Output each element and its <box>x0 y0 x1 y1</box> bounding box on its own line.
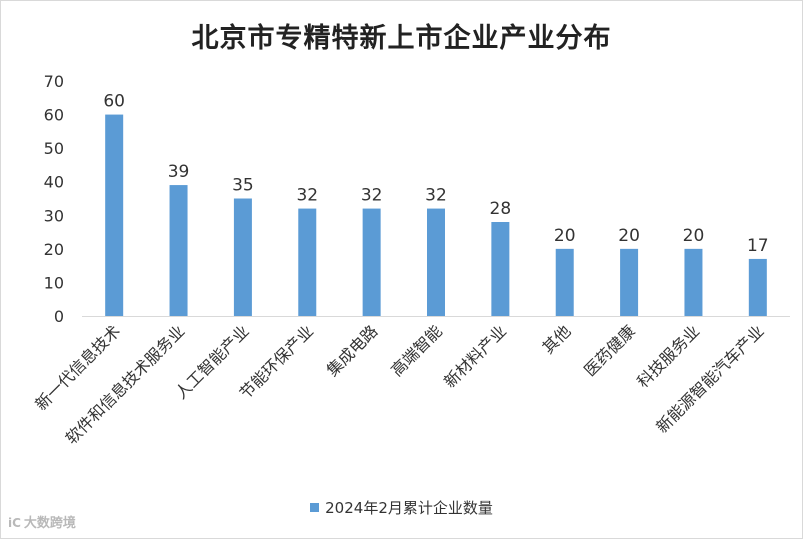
legend-swatch <box>310 503 320 512</box>
y-tick-label: 0 <box>54 307 64 326</box>
watermark-text: 大数跨境 <box>23 516 76 531</box>
data-label: 39 <box>168 162 190 182</box>
bar <box>169 185 188 316</box>
data-label: 20 <box>683 226 705 246</box>
y-tick-label: 20 <box>44 240 64 259</box>
bar <box>233 198 252 316</box>
watermark: iC 大数跨境 <box>8 512 76 531</box>
y-tick-label: 60 <box>44 106 64 125</box>
x-tick-label: 高端智能 <box>387 321 446 380</box>
data-label: 28 <box>490 199 512 219</box>
data-label: 60 <box>103 92 125 112</box>
x-tick-label: 其他 <box>538 321 574 357</box>
bars-group: 60 39 35 32 32 32 28 20 20 20 17 <box>103 92 769 316</box>
bar <box>555 248 574 316</box>
bar <box>105 114 124 316</box>
x-tick-label: 医药健康 <box>580 321 639 380</box>
watermark-logo-icon: iC <box>8 516 21 530</box>
x-tick-label: 软件和信息技术服务业 <box>62 321 189 448</box>
bar <box>620 248 639 316</box>
bar <box>427 208 445 316</box>
y-tick-label: 50 <box>44 139 64 158</box>
data-label: 32 <box>296 186 318 206</box>
data-label: 32 <box>425 186 447 206</box>
legend-label: 2024年2月累计企业数量 <box>325 499 493 517</box>
y-tick-label: 30 <box>44 206 64 225</box>
bar <box>748 258 767 316</box>
bar <box>684 248 703 316</box>
data-label: 20 <box>618 226 640 246</box>
bar <box>298 208 317 316</box>
bar <box>362 208 381 316</box>
data-label: 17 <box>747 236 769 256</box>
x-tick-label: 集成电路 <box>323 321 382 380</box>
legend: 2024年2月累计企业数量 <box>0 497 803 518</box>
x-tick-label: 新材料产业 <box>440 321 510 391</box>
y-axis: 0 10 20 30 40 50 60 70 <box>44 72 64 326</box>
y-tick-label: 40 <box>44 173 64 192</box>
data-label: 20 <box>554 226 576 246</box>
y-tick-label: 10 <box>44 273 64 292</box>
data-label: 35 <box>232 176 254 196</box>
chart-title: 北京市专精特新上市企业产业分布 <box>191 23 612 54</box>
y-tick-label: 70 <box>44 72 64 91</box>
x-tick-label: 新能源智能汽车产业 <box>652 321 767 436</box>
bar <box>491 222 510 316</box>
data-label: 32 <box>361 186 383 206</box>
x-tick-label: 科技服务业 <box>633 321 703 391</box>
